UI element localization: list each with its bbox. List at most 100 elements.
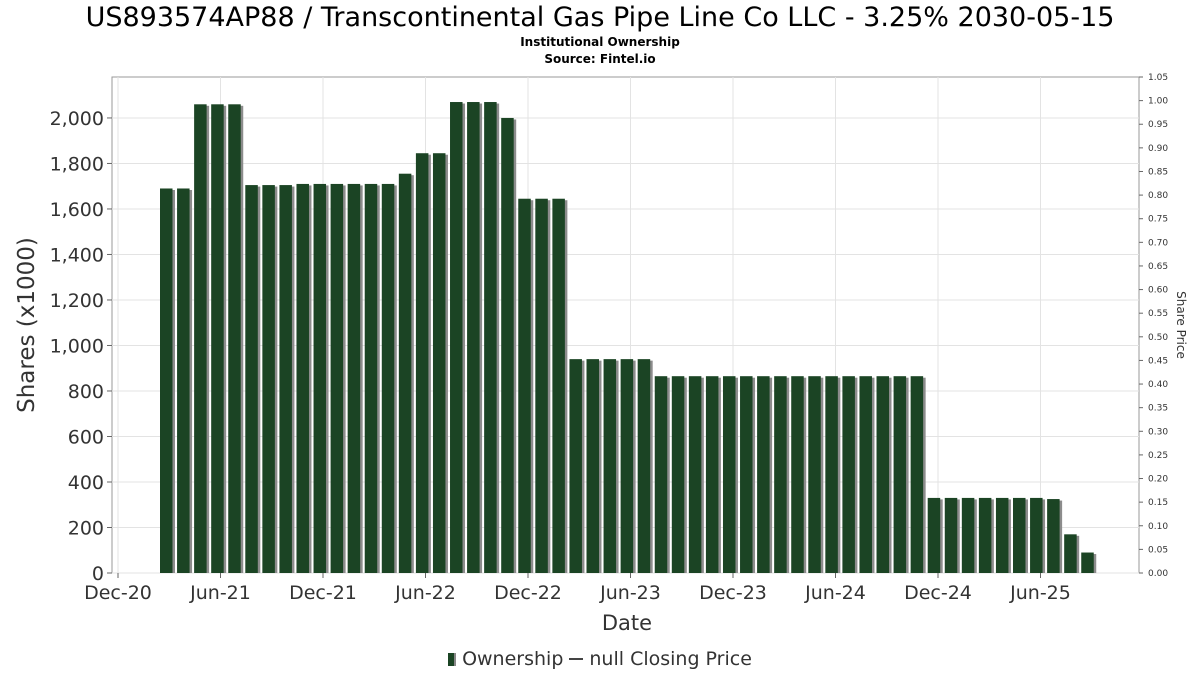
y2-tick-label: 0.10 xyxy=(1148,522,1168,532)
x-tick-label: Jun-25 xyxy=(1009,582,1071,604)
ownership-bar xyxy=(978,497,992,573)
ownership-bar xyxy=(211,104,224,574)
ownership-bar xyxy=(893,376,907,573)
ownership-bar xyxy=(1064,534,1077,573)
ownership-bar xyxy=(757,376,770,573)
ownership-bar xyxy=(705,376,719,573)
ownership-bar xyxy=(808,376,821,573)
y2-tick-label: 0.75 xyxy=(1148,215,1168,225)
ownership-bar xyxy=(774,376,787,573)
ownership-bar xyxy=(245,185,258,573)
ownership-bar xyxy=(552,198,565,573)
legend: Ownership null Closing Price xyxy=(0,648,1200,670)
y2-tick-label: 0.95 xyxy=(1148,120,1168,130)
y2-tick-label: 1.05 xyxy=(1148,73,1168,83)
y2-tick-label: 0.05 xyxy=(1148,545,1168,555)
x-tick-label: Jun-24 xyxy=(804,582,866,604)
ownership-bar xyxy=(313,183,327,573)
y-tick-label: 1,600 xyxy=(50,199,104,221)
y2-tick-label: 0.55 xyxy=(1148,309,1168,319)
x-tick-label: Dec-20 xyxy=(84,582,152,604)
y2-tick-label: 0.50 xyxy=(1148,333,1168,343)
x-tick-label: Jun-23 xyxy=(599,582,661,604)
ownership-bar xyxy=(177,188,190,573)
ownership-bar xyxy=(654,376,668,573)
legend-ownership-label: Ownership xyxy=(462,648,564,670)
chart-subtitle-source: Source: Fintel.io xyxy=(544,52,656,66)
y-tick-label: 1,800 xyxy=(50,153,104,175)
ownership-bar xyxy=(484,102,497,573)
x-axis-label: Date xyxy=(602,611,652,635)
y-axis-left: 0 200 400 600 800 1,000 1,200 1,400 1,600 1,800 2,… xyxy=(50,108,112,585)
ownership-bar xyxy=(791,376,804,573)
ownership-bar xyxy=(160,188,173,573)
x-tick-label: Jun-21 xyxy=(189,582,251,604)
ownership-bar xyxy=(450,102,463,573)
y-tick-label: 400 xyxy=(68,472,104,494)
y2-tick-label: 0.40 xyxy=(1148,380,1168,390)
x-tick-label: Dec-21 xyxy=(289,582,357,604)
ownership-bar xyxy=(194,104,207,574)
ownership-bar xyxy=(961,497,975,573)
y-tick-label: 600 xyxy=(68,426,104,448)
ownership-bar xyxy=(603,359,617,573)
ownership-bar xyxy=(569,359,582,573)
ownership-bar xyxy=(296,183,309,573)
ownership-bar xyxy=(467,102,480,573)
x-tick-label: Jun-22 xyxy=(394,582,456,604)
y2-tick-label: 0.25 xyxy=(1148,451,1168,461)
y2-tick-label: 0.85 xyxy=(1148,167,1168,177)
ownership-bar xyxy=(381,183,395,573)
ownership-bar xyxy=(671,376,685,573)
ownership-bar xyxy=(995,497,1009,573)
chart-title: US893574AP88 / Transcontinental Gas Pipe… xyxy=(85,2,1115,33)
y-tick-label: 2,000 xyxy=(50,108,104,130)
y2-tick-label: 0.30 xyxy=(1148,427,1168,437)
ownership-bar xyxy=(859,376,872,573)
ownership-bar xyxy=(535,198,548,573)
y-tick-label: 800 xyxy=(68,381,104,403)
ownership-bar xyxy=(637,359,651,573)
legend-ownership-swatch xyxy=(448,652,457,666)
ownership-bar xyxy=(518,198,531,573)
ownership-bar xyxy=(944,497,958,573)
x-tick-label: Dec-24 xyxy=(904,582,972,604)
ownership-bar xyxy=(586,359,599,573)
ownership-bar xyxy=(364,183,378,573)
y2-tick-label: 0.70 xyxy=(1148,238,1168,248)
ownership-bar xyxy=(330,183,344,573)
y-tick-label: 0 xyxy=(92,563,104,585)
ownership-bar xyxy=(432,153,446,573)
y-axis-right: 0.00 0.05 0.10 0.15 0.20 0.25 0.30 0.35 0.40 0.45… xyxy=(1139,73,1168,579)
x-tick-label: Dec-22 xyxy=(494,582,562,604)
y-axis-label: Shares (x1000) xyxy=(14,237,40,413)
ownership-bar xyxy=(398,173,412,573)
x-axis: Dec-20 Jun-21 Dec-21 Jun-22 Dec-22 Jun-23 Dec-… xyxy=(84,573,1071,604)
ownership-bar xyxy=(1081,552,1094,573)
y2-tick-label: 1.00 xyxy=(1148,97,1168,107)
y2-tick-label: 0.20 xyxy=(1148,475,1168,485)
ownership-bars xyxy=(160,102,1097,574)
x-tick-label: Dec-23 xyxy=(699,582,767,604)
y2-tick-label: 0.80 xyxy=(1148,191,1168,201)
y2-tick-label: 0.15 xyxy=(1148,498,1168,508)
ownership-bar xyxy=(620,359,634,573)
chart-subtitle-ownership: Institutional Ownership xyxy=(520,35,680,49)
ownership-bar xyxy=(415,153,429,573)
ownership-bar xyxy=(1013,497,1026,573)
y2-tick-label: 0.90 xyxy=(1148,144,1168,154)
ownership-bar xyxy=(1047,499,1060,573)
ownership-bar xyxy=(927,497,941,573)
legend-price-label: null Closing Price xyxy=(589,648,752,670)
ownership-bar xyxy=(501,117,514,573)
y-tick-label: 1,200 xyxy=(50,290,104,312)
ownership-bar xyxy=(722,376,736,573)
ownership-bar xyxy=(347,183,361,573)
y-tick-label: 1,400 xyxy=(50,244,104,266)
y2-tick-label: 0.00 xyxy=(1148,569,1168,579)
ownership-chart: 0 200 400 600 800 1,000 1,200 1,400 1,600 1,800 2,… xyxy=(14,73,1188,635)
y-tick-label: 200 xyxy=(68,517,104,539)
y-tick-label: 1,000 xyxy=(50,335,104,357)
y2-tick-label: 0.65 xyxy=(1148,262,1168,272)
ownership-bar xyxy=(825,376,838,573)
